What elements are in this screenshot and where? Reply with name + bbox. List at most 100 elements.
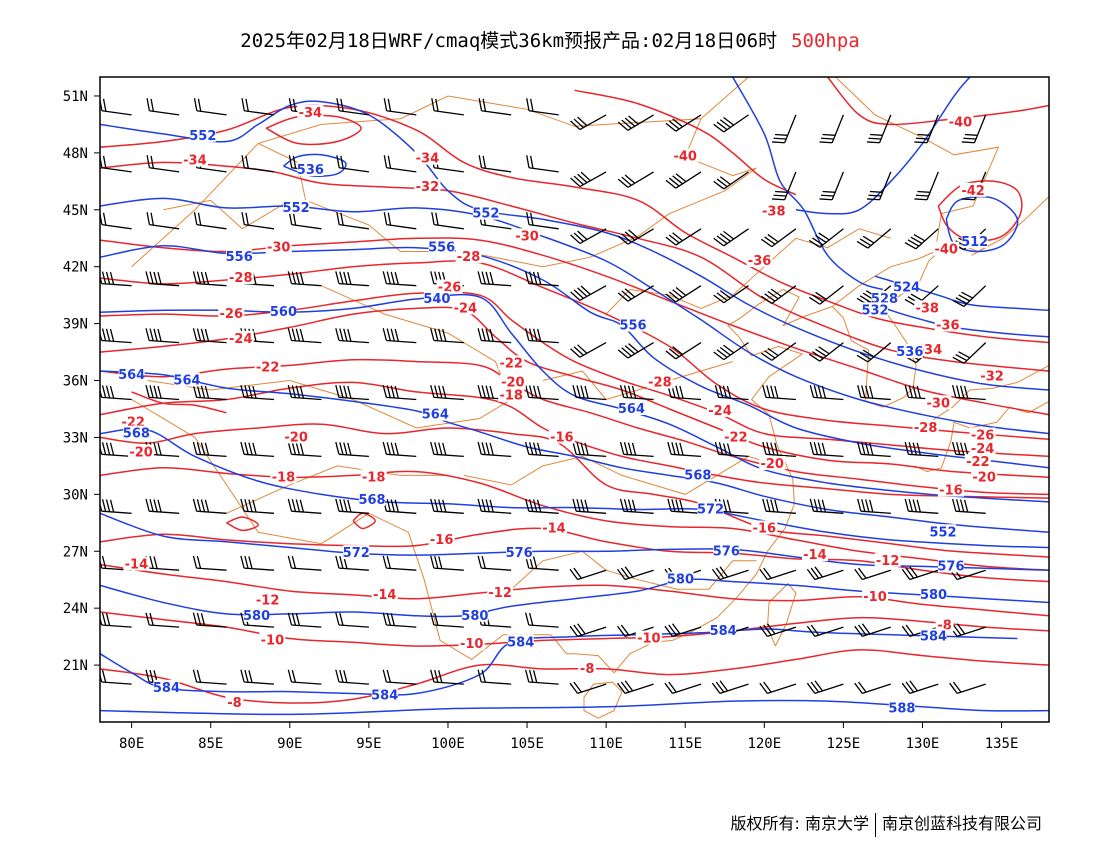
temperature-label: -16 — [939, 484, 963, 499]
height-label: 564 — [618, 402, 645, 417]
wind-barb — [771, 171, 797, 201]
contour-label-bg — [947, 114, 974, 129]
wind-barb — [664, 681, 702, 694]
coastline-segment — [766, 582, 797, 647]
wind-barb — [430, 328, 464, 344]
temperature-label: -42 — [961, 184, 985, 199]
temperature-label: -26 — [220, 307, 244, 322]
contour-label-bg — [227, 270, 254, 285]
wind-barb — [761, 285, 797, 305]
temperature-label: -10 — [460, 637, 484, 652]
temperature-contour — [100, 527, 1049, 583]
wind-barb — [287, 384, 322, 401]
coastline-segment — [918, 364, 1049, 434]
wind-barb — [808, 285, 844, 305]
wind-barb — [430, 669, 464, 685]
wind-barb — [477, 271, 512, 287]
wind-barb — [192, 271, 227, 287]
height-label: 536 — [896, 345, 923, 360]
wind-barb — [619, 384, 654, 401]
temperature-label: -28 — [648, 375, 672, 390]
height-label: 532 — [861, 303, 888, 318]
temperature-label: -30 — [267, 241, 291, 256]
height-label: 568 — [684, 468, 711, 483]
temperature-label: -10 — [863, 590, 887, 605]
wind-barb — [713, 342, 749, 361]
contour-label-bg — [937, 558, 964, 573]
temperature-contour — [100, 358, 1049, 496]
height-label: 584 — [710, 624, 737, 639]
height-label: 552 — [472, 207, 499, 222]
lat-tick-label: 48N — [63, 146, 88, 162]
temperature-label: -32 — [980, 370, 1004, 385]
temperature-label: -10 — [261, 633, 285, 648]
temperature-label: -14 — [373, 588, 397, 603]
temperature-label: -34 — [416, 152, 440, 167]
temperature-contour — [100, 260, 1049, 441]
wind-barb — [901, 680, 939, 694]
contour-label-bg — [371, 586, 398, 601]
temperature-label: -30 — [927, 396, 951, 411]
contour-label-bg — [265, 239, 292, 254]
wind-barb — [665, 228, 702, 246]
contour-label-bg — [123, 425, 150, 440]
wind-barb — [100, 155, 132, 173]
height-contour — [100, 293, 1049, 503]
temperature-contour — [100, 306, 1049, 479]
height-label: 572 — [343, 546, 370, 561]
plot-area: -34-34 -34-32-30-30-28-28-26-26-24-24-22-… — [100, 77, 1049, 719]
wind-barb — [762, 384, 796, 401]
copyright-label: 版权所有: 南京大学 — [730, 814, 869, 833]
temperature-contour — [352, 512, 376, 530]
temperature-label: -24 — [229, 332, 253, 347]
wind-barb — [335, 498, 369, 514]
wind-barb — [951, 498, 986, 514]
title-level: 500hpa — [791, 30, 860, 52]
wind-barb — [904, 441, 939, 458]
wind-barb — [383, 212, 417, 230]
temperature-contour — [100, 611, 1049, 647]
temperature-label: -34 — [299, 106, 323, 121]
contour-label-bg — [461, 607, 488, 622]
temperature-label: -20 — [284, 430, 308, 445]
wind-barb — [526, 98, 559, 116]
wind-barb — [382, 669, 417, 685]
temperature-label: -10 — [637, 632, 661, 647]
temperature-contour — [100, 563, 1049, 617]
temperature-label: -16 — [550, 430, 574, 445]
wind-barb — [145, 498, 180, 514]
wind-barb — [100, 271, 132, 287]
wind-barb — [145, 384, 180, 401]
contour-label-bg — [270, 304, 297, 319]
wind-barb — [146, 212, 180, 230]
wind-barb — [192, 612, 227, 628]
temperature-label: -36 — [748, 254, 772, 269]
wind-barb — [569, 567, 607, 581]
wind-barb — [808, 342, 844, 362]
contour-label-bg — [917, 342, 944, 357]
temperature-label: -22 — [499, 356, 523, 371]
wind-barb — [524, 384, 559, 401]
contour-label-bg — [297, 105, 324, 120]
lon-tick-label: 125E — [827, 736, 861, 752]
wind-barb — [759, 681, 797, 694]
temperature-label: -12 — [256, 594, 280, 609]
height-contour — [100, 100, 1049, 391]
contour-label-bg — [506, 545, 533, 560]
contour-label-bg — [283, 199, 310, 214]
temperature-label: -38 — [915, 301, 939, 316]
contour-label-bg — [618, 400, 645, 415]
wind-barb — [667, 498, 702, 514]
lon-tick-label: 100E — [431, 736, 465, 752]
wind-barb — [382, 271, 417, 287]
wind-barb — [524, 441, 559, 458]
contour-label-bg — [452, 300, 479, 315]
wind-barb — [526, 155, 559, 173]
contour-label-bg — [635, 630, 662, 645]
wind-barb — [192, 384, 227, 401]
contour-label-bg — [270, 469, 297, 484]
lat-tick-label: 33N — [63, 430, 88, 446]
contour-label-bg — [128, 444, 155, 459]
height-label: 560 — [270, 305, 297, 320]
contour-label-bg — [507, 634, 534, 649]
